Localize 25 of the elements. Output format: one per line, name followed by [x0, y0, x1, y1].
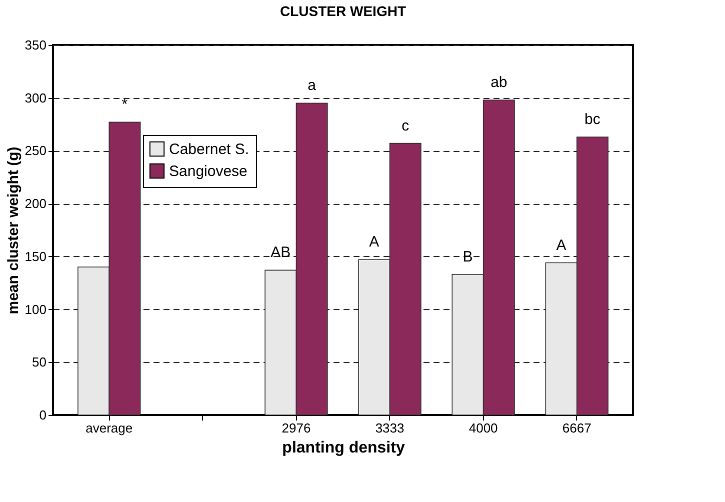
legend-label: Sangiovese [169, 163, 248, 180]
y-tick-label: 50 [32, 354, 46, 370]
y-tick-label: 200 [24, 196, 46, 212]
annotation: bc [584, 110, 601, 128]
y-tick-label: 300 [24, 90, 46, 106]
annotation: a [308, 77, 317, 94]
y-axis-title: mean cluster weight (g) [4, 146, 22, 314]
annotation: * [122, 96, 128, 114]
legend-label: Cabernet S. [169, 141, 250, 158]
annotation: ab [490, 74, 508, 91]
y-tick-label: 100 [24, 302, 46, 317]
x-tick-label: 3333 [375, 420, 404, 436]
chart-title: CLUSTER WEIGHT [280, 3, 406, 19]
annotation: A [556, 236, 566, 254]
y-tick-label: 0 [39, 408, 46, 422]
x-tick-label: average [86, 420, 133, 436]
y-tick-label: 350 [24, 38, 46, 52]
annotation: A [369, 234, 380, 251]
y-tick-label: 250 [24, 143, 46, 158]
x-tick-label: 2976 [282, 420, 311, 436]
x-tick-label: 4000 [468, 420, 498, 436]
y-tick-label: 150 [24, 248, 46, 264]
annotation: c [402, 117, 410, 134]
x-axis-title: planting density [282, 440, 405, 456]
x-tick-label: 6667 [562, 420, 592, 436]
